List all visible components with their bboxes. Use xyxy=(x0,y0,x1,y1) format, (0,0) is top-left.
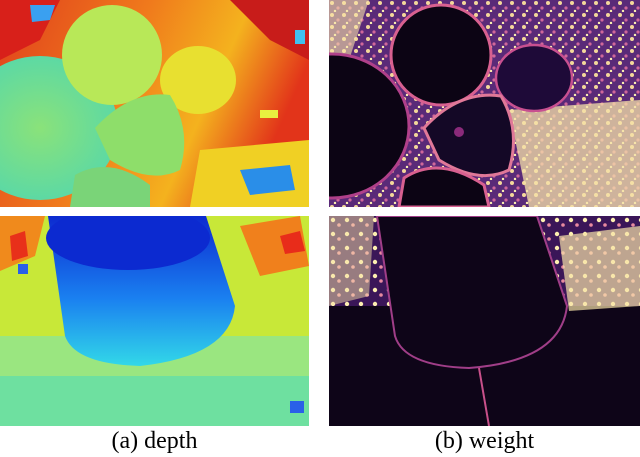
depth-map-scene-2 xyxy=(0,216,309,426)
caption-depth: (a) depth xyxy=(111,428,198,454)
weight-map-scene-2 xyxy=(329,216,640,426)
caption-weight: (b) weight xyxy=(434,428,535,454)
depth-map-scene-1 xyxy=(0,0,309,207)
weight-map-scene-1 xyxy=(329,0,640,207)
